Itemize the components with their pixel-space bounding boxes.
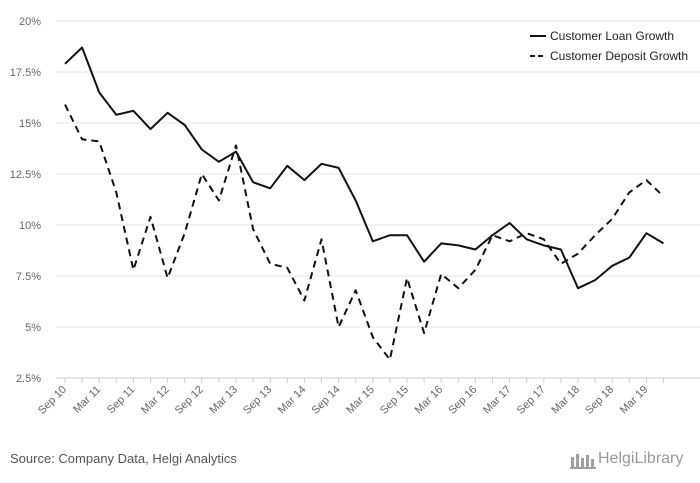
y-tick-label: 7.5% bbox=[16, 271, 41, 283]
x-tick-label: Sep 11 bbox=[105, 384, 138, 417]
y-tick-label: 10% bbox=[19, 220, 41, 232]
x-tick-label: Sep 17 bbox=[515, 384, 548, 417]
x-tick-label: Mar 17 bbox=[481, 384, 514, 417]
source-note: Source: Company Data, Helgi Analytics bbox=[10, 451, 237, 466]
y-tick-label: 12.5% bbox=[10, 169, 41, 181]
x-tick-label: Sep 18 bbox=[583, 384, 616, 417]
x-tick-label: Sep 15 bbox=[378, 384, 411, 417]
x-tick-label: Mar 13 bbox=[207, 384, 240, 417]
series-layer bbox=[64, 46, 665, 361]
series-line-1 bbox=[64, 46, 665, 290]
x-axis: Sep 10 Mar 11 Sep 11 Mar 12 Sep 12 Mar 13 Sep … bbox=[36, 378, 664, 417]
brand-logo: HelgiLibrary bbox=[570, 449, 694, 471]
library-icon bbox=[570, 454, 596, 469]
x-tick-label: Mar 15 bbox=[344, 384, 377, 417]
legend-label: Customer Deposit Growth bbox=[550, 49, 688, 63]
grid-layer bbox=[56, 20, 700, 379]
x-tick-label: Mar 18 bbox=[549, 384, 582, 417]
series-line-2 bbox=[64, 104, 665, 361]
y-tick-label: 15% bbox=[19, 118, 41, 130]
y-tick-label: 17.5% bbox=[10, 67, 41, 79]
y-tick-label: 5% bbox=[25, 322, 41, 334]
legend: Customer Loan Growth Customer Deposit Gro… bbox=[530, 29, 688, 63]
x-tick-label: Sep 10 bbox=[36, 384, 69, 417]
x-tick-label: Mar 12 bbox=[139, 384, 172, 417]
x-tick-label: Mar 14 bbox=[276, 384, 309, 417]
x-tick-label: Sep 13 bbox=[241, 384, 274, 417]
x-tick-label: Sep 16 bbox=[446, 384, 479, 417]
x-tick-label: Mar 11 bbox=[71, 384, 103, 416]
x-tick-label: Mar 16 bbox=[413, 384, 446, 417]
x-tick-label: Sep 12 bbox=[173, 384, 206, 417]
y-tick-label: 2.5% bbox=[16, 373, 41, 385]
x-tick-label: Mar 19 bbox=[618, 384, 651, 417]
legend-label: Customer Loan Growth bbox=[550, 29, 674, 43]
brand-name: HelgiLibrary bbox=[598, 450, 684, 467]
x-tick-label: Sep 14 bbox=[310, 384, 343, 417]
y-tick-label: 20% bbox=[19, 16, 41, 28]
y-axis: 2.5% 5% 7.5% 10% 12.5% 15% 17.5% 20% bbox=[10, 16, 41, 385]
